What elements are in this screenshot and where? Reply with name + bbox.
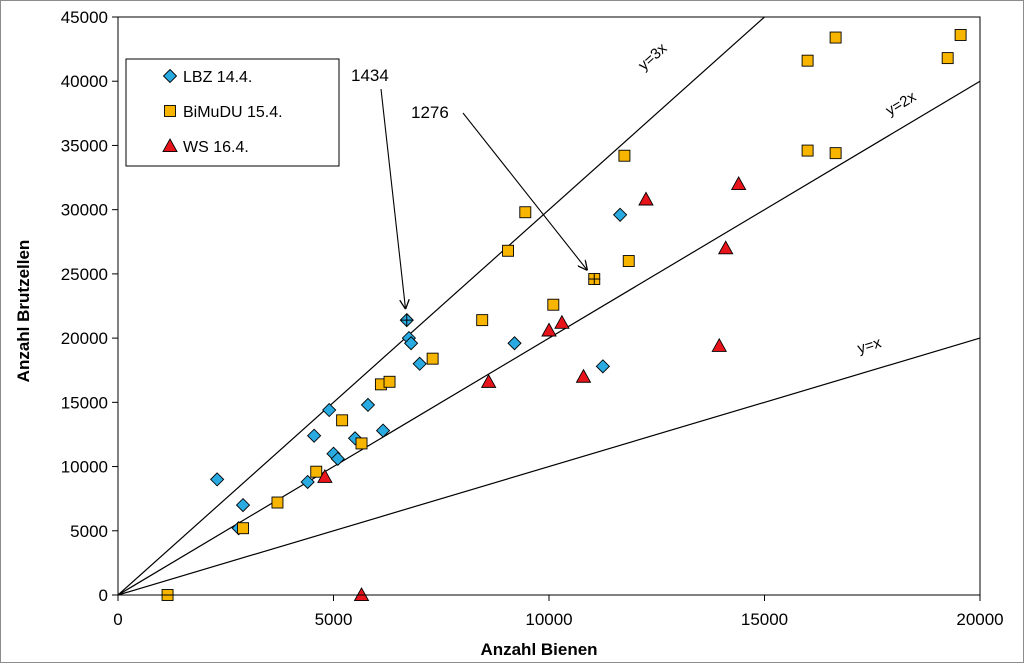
reference-line-label: y=3x — [635, 40, 671, 74]
legend-marker — [164, 105, 176, 117]
data-point — [480, 373, 497, 388]
data-point — [383, 375, 396, 388]
data-point — [507, 336, 522, 351]
data-point — [322, 402, 337, 418]
data-point — [502, 244, 515, 257]
data-point — [801, 144, 814, 157]
data-point — [519, 206, 532, 219]
reference-line-1 — [117, 337, 981, 596]
y-tick-label: 30000 — [61, 201, 108, 220]
data-point — [618, 149, 631, 162]
annotation-arrow — [462, 112, 587, 270]
legend-label: LBZ 14.4. — [183, 69, 252, 86]
reference-line-2 — [117, 80, 981, 596]
data-point — [575, 368, 592, 383]
y-tick-label: 40000 — [61, 72, 108, 91]
data-point — [310, 465, 323, 478]
reference-line-label: y=x — [856, 334, 884, 357]
data-point — [375, 423, 391, 438]
legend-marker — [162, 138, 178, 153]
data-point — [426, 352, 439, 365]
legend-box — [125, 58, 340, 167]
x-tick-label: 15000 — [741, 610, 788, 629]
data-point — [829, 147, 842, 160]
annotation-arrow — [380, 88, 406, 309]
data-point — [209, 472, 225, 487]
series-3 — [317, 176, 747, 602]
annotation-label: 1276 — [411, 103, 449, 122]
data-point — [941, 52, 954, 65]
y-axis-title: Anzahl Brutzellen — [14, 240, 33, 383]
data-point — [595, 359, 611, 374]
x-tick-label: 20000 — [956, 610, 1003, 629]
y-tick-label: 5000 — [70, 522, 108, 541]
reference-line-3 — [117, 16, 765, 596]
data-point — [360, 397, 376, 413]
data-point — [547, 298, 560, 311]
x-tick-label: 0 — [113, 610, 122, 629]
data-point — [355, 437, 368, 450]
y-tick-label: 20000 — [61, 329, 108, 348]
data-point — [336, 414, 349, 427]
data-point — [730, 176, 747, 191]
data-point — [476, 314, 489, 327]
data-point — [353, 587, 370, 602]
data-point — [622, 255, 635, 267]
data-point — [306, 428, 322, 443]
series-1 — [209, 207, 628, 536]
data-point — [638, 191, 654, 206]
data-point — [954, 29, 967, 41]
x-tick-label: 5000 — [315, 610, 353, 629]
data-point — [237, 522, 249, 535]
x-tick-label: 10000 — [525, 610, 572, 629]
data-point — [271, 496, 284, 509]
data-point — [412, 356, 427, 371]
annotation-label: 1434 — [351, 66, 389, 85]
data-point — [717, 240, 734, 255]
annotations: 1434 1276 — [351, 66, 587, 309]
data-point — [711, 337, 728, 352]
data-point — [801, 54, 814, 67]
reference-line-label: y=2x — [883, 88, 920, 119]
y-tick-label: 25000 — [61, 265, 108, 284]
legend-label: BiMuDU 15.4. — [183, 104, 283, 121]
y-tick-label: 10000 — [61, 458, 108, 477]
x-axis-title: Anzahl Bienen — [480, 640, 597, 659]
data-point — [554, 314, 570, 329]
data-point — [612, 207, 628, 222]
data-point — [829, 31, 842, 44]
y-tick-label: 0 — [99, 586, 108, 605]
data-point — [300, 474, 315, 490]
y-tick-label: 35000 — [61, 136, 108, 155]
data-point — [403, 336, 419, 351]
legend-marker — [162, 68, 178, 84]
data-point — [541, 322, 557, 337]
data-point — [235, 497, 251, 513]
y-tick-label: 45000 — [61, 8, 108, 27]
axes: 0 5000 10000 15000 20000 0 5000 10000 15000 20000… — [14, 8, 1004, 659]
data-points — [161, 29, 967, 602]
legend: LBZ 14.4. BiMuDU 15.4. WS 16.4. — [125, 58, 340, 167]
data-point — [317, 468, 333, 483]
y-tick-label: 15000 — [61, 393, 108, 412]
data-point — [330, 451, 345, 466]
legend-label: WS 16.4. — [183, 139, 249, 156]
series-2 — [161, 29, 967, 601]
